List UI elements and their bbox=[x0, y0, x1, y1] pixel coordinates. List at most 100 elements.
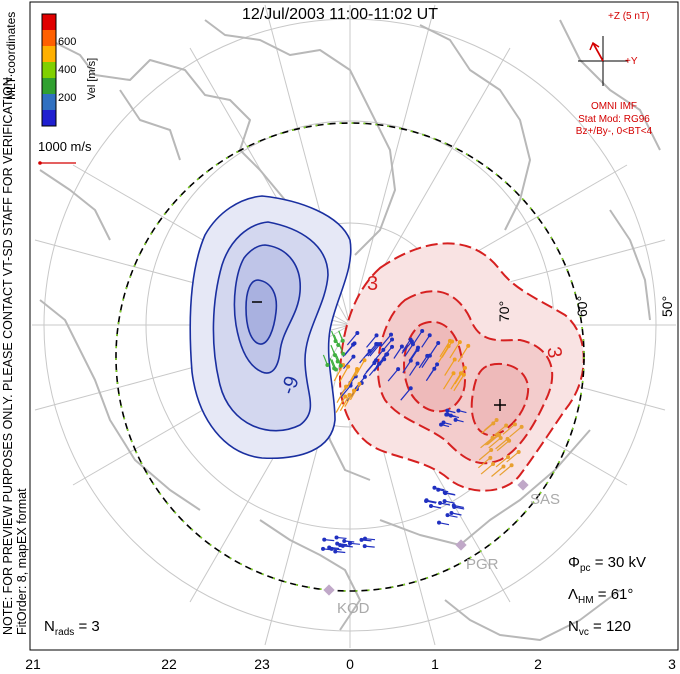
velocity-vector-origin bbox=[432, 485, 437, 490]
velocity-vector-origin bbox=[447, 338, 452, 343]
velocity-vector-origin bbox=[451, 371, 456, 376]
velocity-vector-line bbox=[336, 386, 347, 403]
reference-vector-label: 1000 m/s bbox=[38, 139, 92, 154]
map-title: 12/Jul/2003 11:00-11:02 UT bbox=[242, 6, 438, 23]
velocity-vector-origin bbox=[466, 343, 471, 348]
velocity-vector-origin bbox=[347, 541, 352, 546]
velocity-vector-line bbox=[363, 362, 375, 376]
velocity-vector-origin bbox=[506, 454, 511, 459]
mlt-label-2: 2 bbox=[534, 656, 542, 672]
velocity-vector-line bbox=[393, 346, 403, 359]
velocity-vector-line bbox=[428, 364, 438, 377]
velocity-vector-origin bbox=[443, 491, 448, 496]
stat-phi-pc: Φpc = 30 kV bbox=[568, 554, 646, 574]
velocity-vector-origin bbox=[461, 372, 466, 377]
imf-bz-label: +Z (5 nT) bbox=[608, 11, 650, 22]
velocity-vector-line bbox=[488, 437, 502, 449]
velocity-vector-line bbox=[495, 456, 509, 468]
velocity-vector-origin bbox=[501, 464, 506, 469]
velocity-vector-line bbox=[506, 451, 520, 463]
velocity-vector-origin bbox=[489, 448, 494, 453]
velocity-vector-origin bbox=[325, 362, 330, 367]
velocity-vector-line bbox=[402, 360, 412, 373]
velocity-vector-origin bbox=[444, 412, 449, 417]
velocity-vector-line bbox=[480, 463, 494, 475]
velocity-vector-line bbox=[454, 367, 466, 385]
velocity-vector-line bbox=[450, 372, 462, 390]
negative-convection-cell bbox=[189, 195, 352, 460]
colorbar-outline bbox=[41, 13, 57, 127]
velocity-vector-origin bbox=[415, 361, 420, 366]
velocity-vector-line bbox=[449, 341, 461, 359]
velocity-vector-origin bbox=[355, 331, 360, 336]
velocity-vector-origin bbox=[363, 536, 368, 541]
velocity-vector-line bbox=[367, 343, 379, 357]
velocity-vector-origin bbox=[367, 349, 372, 354]
velocity-vector-origin bbox=[453, 417, 458, 422]
latitude-label-60: 60° bbox=[574, 295, 590, 317]
velocity-vector-origin bbox=[427, 333, 432, 338]
velocity-colorbar bbox=[41, 13, 57, 127]
velocity-vector-origin bbox=[456, 408, 461, 413]
velocity-vector-origin bbox=[357, 381, 362, 386]
velocity-vector-origin bbox=[362, 374, 367, 379]
velocity-vector-line bbox=[496, 440, 510, 452]
velocity-vector-line bbox=[347, 370, 358, 387]
velocity-vector-line bbox=[418, 355, 428, 369]
radar-label-pgr: PGR bbox=[466, 556, 499, 573]
velocity-vector-origin bbox=[438, 500, 443, 505]
velocity-vector-origin bbox=[416, 345, 421, 350]
velocity-vector-origin bbox=[435, 362, 440, 367]
colorbar-tick-400: 400 bbox=[58, 64, 77, 76]
velocity-vector-origin bbox=[340, 338, 345, 343]
velocity-vector-line bbox=[457, 345, 469, 363]
velocity-vector-origin bbox=[494, 418, 499, 423]
velocity-vector-origin bbox=[372, 361, 377, 366]
velocity-vector-origin bbox=[451, 503, 456, 508]
velocity-vector-line bbox=[421, 355, 431, 368]
velocity-vector-origin bbox=[346, 364, 351, 369]
velocity-vector-line bbox=[478, 449, 492, 461]
velocity-vector-line bbox=[509, 426, 523, 438]
colorbar-cell bbox=[42, 110, 56, 126]
velocity-vector-origin bbox=[343, 394, 348, 399]
velocity-vector-origin bbox=[491, 462, 496, 467]
velocity-vector-origin bbox=[488, 455, 493, 460]
colorbar-cell bbox=[42, 94, 56, 110]
potential-maximum-marker bbox=[494, 399, 506, 411]
velocity-vector-origin bbox=[445, 513, 450, 518]
velocity-vector-origin bbox=[399, 344, 404, 349]
velocity-vector-origin bbox=[333, 549, 338, 554]
velocity-vector-line bbox=[333, 364, 344, 382]
preview-note: NOTE: FOR PREVIEW PURPOSES ONLY. PLEASE … bbox=[1, 73, 15, 635]
stat-n-rads: Nrads = 3 bbox=[44, 618, 100, 638]
colorbar-tick-600: 600 bbox=[58, 36, 77, 48]
positive-convection-cell bbox=[338, 242, 585, 492]
colorbar-tick-200: 200 bbox=[58, 92, 77, 104]
velocity-vector-line bbox=[400, 387, 412, 401]
velocity-vector-origin bbox=[498, 435, 503, 440]
velocity-vector-origin bbox=[462, 365, 467, 370]
velocity-vector-origin bbox=[396, 367, 401, 372]
mlt-label-1: 1 bbox=[431, 656, 439, 672]
velocity-vector-origin bbox=[385, 352, 390, 357]
velocity-vector-line bbox=[344, 390, 355, 407]
velocity-vector-line bbox=[372, 349, 384, 363]
velocity-vector-origin bbox=[381, 347, 386, 352]
velocity-vector-origin bbox=[445, 408, 450, 413]
velocity-vector-origin bbox=[374, 333, 379, 338]
velocity-vector-line bbox=[344, 343, 355, 356]
velocity-vector-origin bbox=[362, 544, 367, 549]
velocity-vector-origin bbox=[449, 510, 454, 515]
radar-label-kod: KOD bbox=[337, 600, 370, 617]
radar-site-markers bbox=[323, 479, 529, 596]
latitude-label-70: 70° bbox=[496, 300, 512, 322]
mlt-label-0: 0 bbox=[346, 656, 354, 672]
velocity-vector-origin bbox=[441, 420, 446, 425]
velocity-vector-line bbox=[401, 340, 413, 354]
velocity-vector-line bbox=[477, 457, 491, 469]
velocity-vector-line bbox=[335, 396, 346, 413]
imf-clock-dial bbox=[578, 36, 628, 86]
velocity-vector-line bbox=[439, 340, 451, 358]
